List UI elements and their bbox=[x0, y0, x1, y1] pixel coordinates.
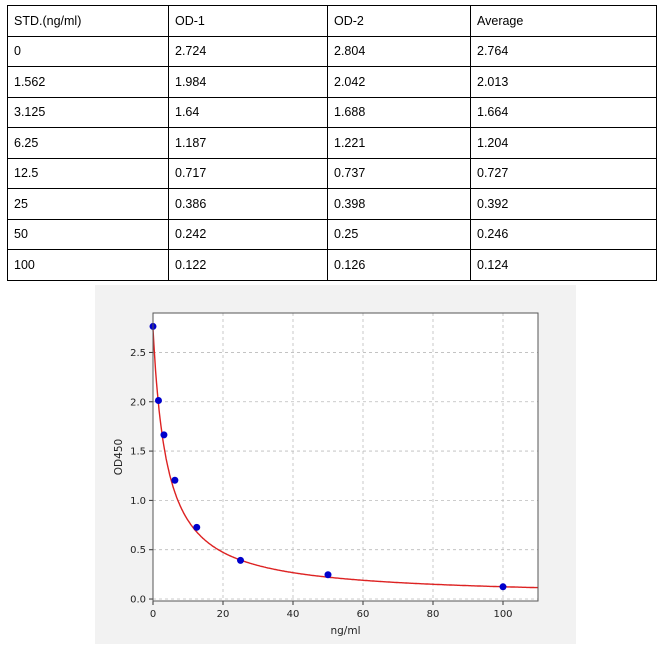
standard-table: STD.(ng/ml) OD-1 OD-2 Average 0 2.724 2.804 2.7… bbox=[7, 5, 657, 281]
table-cell: 0.386 bbox=[168, 188, 328, 220]
table-cell: 50 bbox=[7, 218, 169, 250]
table-header-row: STD.(ng/ml) OD-1 OD-2 Average bbox=[7, 5, 657, 37]
data-point bbox=[499, 583, 507, 591]
standard-curve-chart: 0 20 40 60 80 100 0.0 0.5 1.0 1.5 2.0 2.5 ng/ml OD450 bbox=[113, 312, 539, 637]
table-cell: 12.5 bbox=[7, 157, 169, 189]
table-row: 1.562 1.984 2.042 2.013 bbox=[7, 66, 657, 98]
table-cell: 0.122 bbox=[168, 249, 328, 281]
table-cell: 2.013 bbox=[470, 66, 657, 98]
table-cell: 2.764 bbox=[470, 35, 657, 67]
table-cell: 1.187 bbox=[168, 127, 328, 159]
table-row: 0 2.724 2.804 2.764 bbox=[7, 35, 657, 67]
table-cell: 25 bbox=[7, 188, 169, 220]
table-cell: 1.984 bbox=[168, 66, 328, 98]
table-cell: 6.25 bbox=[7, 127, 169, 159]
table-cell: 2.804 bbox=[327, 35, 471, 67]
table-cell: 1.664 bbox=[470, 96, 657, 128]
data-point bbox=[324, 571, 332, 579]
table-cell: 0.737 bbox=[327, 157, 471, 189]
column-header: STD.(ng/ml) bbox=[7, 5, 169, 37]
chart-panel: 0 20 40 60 80 100 0.0 0.5 1.0 1.5 2.0 2.5 ng/ml OD450 bbox=[95, 285, 576, 644]
table-cell: 0.392 bbox=[470, 188, 657, 220]
data-point bbox=[171, 476, 179, 484]
y-tick-label: 0.0 bbox=[130, 595, 146, 606]
y-tick-label: 2.0 bbox=[130, 397, 146, 408]
table-cell: 1.688 bbox=[327, 96, 471, 128]
table-cell: 0.25 bbox=[327, 218, 471, 250]
x-tick-label: 100 bbox=[493, 609, 512, 620]
table-cell: 100 bbox=[7, 249, 169, 281]
y-tick-label: 1.5 bbox=[130, 447, 146, 458]
fit-curve bbox=[152, 328, 538, 589]
data-point bbox=[160, 431, 168, 439]
column-header: OD-2 bbox=[327, 5, 471, 37]
table-row: 12.5 0.717 0.737 0.727 bbox=[7, 157, 657, 189]
y-tick-label: 1.0 bbox=[130, 496, 146, 507]
table-cell: 0.242 bbox=[168, 218, 328, 250]
table-row: 50 0.242 0.25 0.246 bbox=[7, 218, 657, 250]
y-tick-label: 2.5 bbox=[130, 348, 146, 359]
table-cell: 1.64 bbox=[168, 96, 328, 128]
table-cell: 1.204 bbox=[470, 127, 657, 159]
x-tick-label: 60 bbox=[357, 609, 370, 620]
x-tick-label: 40 bbox=[287, 609, 300, 620]
x-tick-label: 20 bbox=[217, 609, 230, 620]
y-tick-label: 0.5 bbox=[130, 545, 146, 556]
table-cell: 0.246 bbox=[470, 218, 657, 250]
plot-frame bbox=[152, 312, 539, 602]
table-cell: 3.125 bbox=[7, 96, 169, 128]
plot-area bbox=[153, 313, 538, 601]
table-cell: 0 bbox=[7, 35, 169, 67]
table-row: 25 0.386 0.398 0.392 bbox=[7, 188, 657, 220]
table-cell: 2.724 bbox=[168, 35, 328, 67]
table-row: 100 0.122 0.126 0.124 bbox=[7, 249, 657, 281]
x-tick-label: 0 bbox=[150, 609, 156, 620]
table-cell: 0.398 bbox=[327, 188, 471, 220]
table-cell: 0.126 bbox=[327, 249, 471, 281]
table-cell: 2.042 bbox=[327, 66, 471, 98]
data-point bbox=[154, 396, 162, 404]
column-header: Average bbox=[470, 5, 657, 37]
data-point bbox=[193, 523, 201, 531]
table-cell: 0.124 bbox=[470, 249, 657, 281]
table-cell: 1.221 bbox=[327, 127, 471, 159]
table-row: 3.125 1.64 1.688 1.664 bbox=[7, 96, 657, 128]
data-point bbox=[237, 556, 244, 564]
table-cell: 0.727 bbox=[470, 157, 657, 189]
x-axis-label: ng/ml bbox=[330, 625, 360, 637]
x-tick-label: 80 bbox=[427, 609, 440, 620]
table-cell: 0.717 bbox=[168, 157, 328, 189]
y-axis-label: OD450 bbox=[113, 439, 125, 475]
table-cell: 1.562 bbox=[7, 66, 169, 98]
column-header: OD-1 bbox=[168, 5, 328, 37]
table-row: 6.25 1.187 1.221 1.204 bbox=[7, 127, 657, 159]
